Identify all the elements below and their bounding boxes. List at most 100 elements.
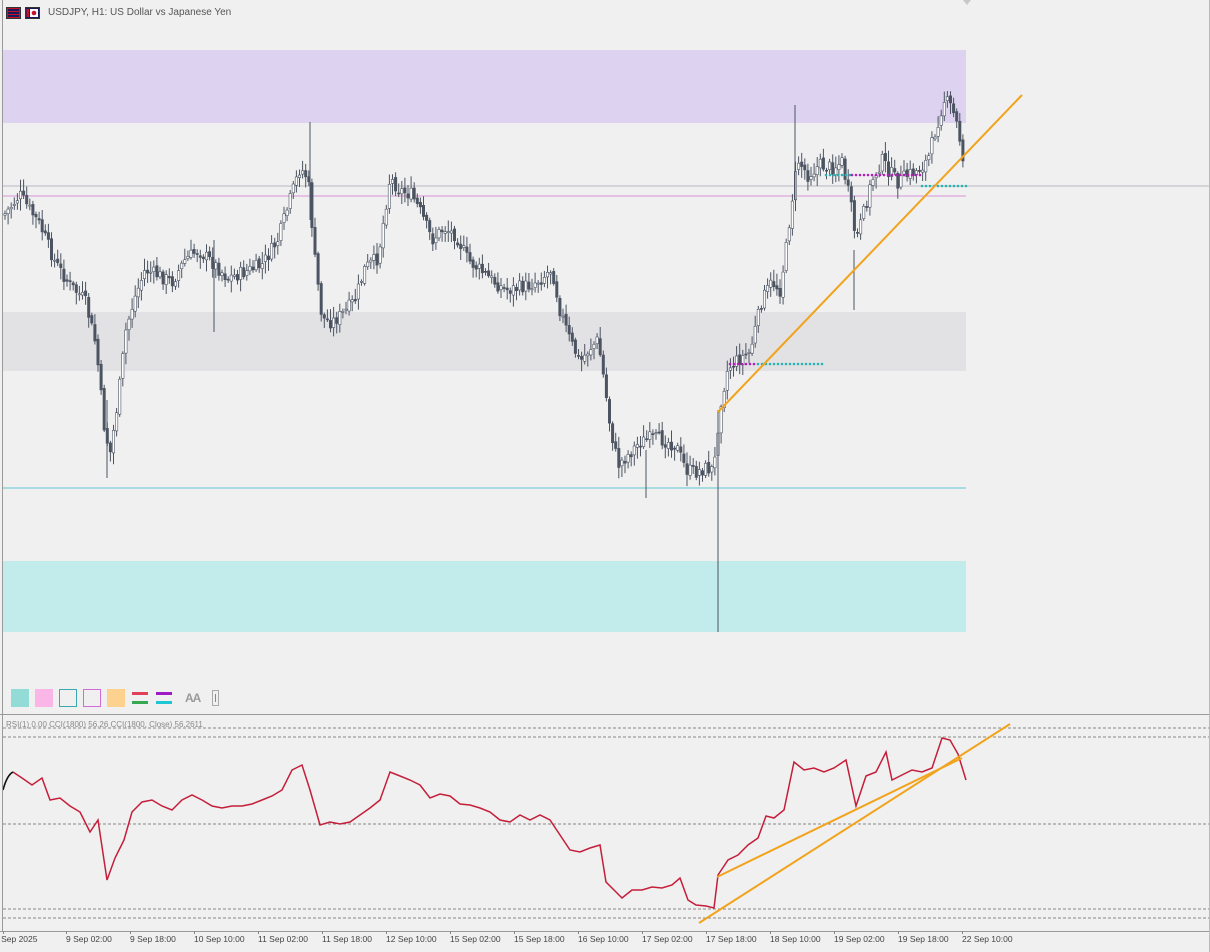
font-size-button[interactable]: AA bbox=[185, 691, 201, 705]
candle-body bbox=[279, 223, 283, 241]
swatch-pink-fill[interactable] bbox=[35, 689, 53, 707]
swatch-teal-fill[interactable] bbox=[11, 689, 29, 707]
candle-body bbox=[9, 207, 13, 210]
candle-body bbox=[700, 470, 704, 476]
candle-body bbox=[260, 263, 264, 269]
line-style-purple-teal-icon[interactable] bbox=[155, 689, 173, 707]
candle-body bbox=[332, 317, 336, 328]
candle-body bbox=[90, 315, 94, 324]
candle-body bbox=[177, 270, 181, 281]
candle-body bbox=[40, 219, 44, 233]
dotted-level-magenta bbox=[910, 173, 914, 177]
candle-body bbox=[576, 355, 580, 357]
candle-body bbox=[871, 179, 875, 186]
candle-body bbox=[713, 456, 717, 469]
rsi-trendline-upper bbox=[716, 757, 963, 878]
candle-body bbox=[580, 356, 584, 360]
dotted-level-magenta bbox=[740, 362, 744, 366]
time-axis-label: 16 Sep 10:00 bbox=[578, 934, 629, 944]
candle-body bbox=[651, 433, 655, 436]
candle-body bbox=[493, 277, 497, 285]
candle-body bbox=[831, 162, 835, 175]
candle-body bbox=[316, 253, 320, 285]
candle-body bbox=[266, 255, 270, 261]
candle-body bbox=[604, 374, 608, 398]
candle-body bbox=[549, 272, 553, 275]
candle-body bbox=[883, 153, 887, 162]
dotted-level-magenta bbox=[850, 173, 854, 177]
chart-menu-icon[interactable] bbox=[6, 6, 21, 19]
candle-body bbox=[511, 285, 515, 296]
candle-body bbox=[955, 111, 959, 122]
candle-body bbox=[297, 174, 301, 178]
time-axis-tick bbox=[194, 931, 195, 934]
candle-body bbox=[378, 246, 382, 264]
candle-body bbox=[778, 287, 782, 297]
candle-body bbox=[812, 173, 816, 178]
candle-body bbox=[821, 157, 825, 170]
candle-body bbox=[642, 436, 646, 447]
candle-body bbox=[93, 324, 97, 342]
candle-body bbox=[217, 262, 221, 276]
candle-body bbox=[87, 296, 91, 318]
candle-body bbox=[198, 255, 202, 258]
candle-body bbox=[756, 308, 760, 326]
candle-body bbox=[248, 266, 252, 272]
candle-body bbox=[25, 195, 29, 205]
candle-body bbox=[772, 281, 776, 287]
candle-body bbox=[744, 353, 748, 356]
time-axis-tick bbox=[322, 931, 323, 934]
candle-body bbox=[521, 280, 525, 293]
candle-body bbox=[688, 464, 692, 476]
candle-body bbox=[865, 206, 869, 208]
dotted-level-magenta bbox=[728, 362, 732, 366]
candle-body bbox=[583, 354, 587, 362]
symbol-flag-icon[interactable] bbox=[25, 6, 40, 19]
candle-body bbox=[341, 311, 345, 313]
candle-body bbox=[99, 363, 103, 391]
candle-body bbox=[753, 325, 757, 344]
candle-body bbox=[344, 308, 348, 311]
candle-body bbox=[155, 265, 159, 278]
candle-body bbox=[750, 343, 754, 354]
candle-body bbox=[459, 243, 463, 250]
dotted-level-teal bbox=[796, 362, 800, 366]
dotted-level-magenta bbox=[914, 173, 918, 177]
candle-body bbox=[896, 173, 900, 189]
candle-body bbox=[43, 230, 47, 234]
candle-body bbox=[930, 137, 934, 155]
pane-separator[interactable] bbox=[0, 714, 1210, 715]
candle-body bbox=[499, 285, 503, 290]
chart-left-border bbox=[2, 0, 3, 931]
candle-body bbox=[784, 242, 788, 271]
candle-body bbox=[598, 338, 602, 356]
candle-body bbox=[158, 271, 162, 278]
candle-body bbox=[611, 423, 615, 444]
swatch-magenta-outline[interactable] bbox=[83, 689, 101, 707]
candle-body bbox=[431, 233, 435, 245]
candle-body bbox=[18, 190, 22, 200]
candle-body bbox=[533, 282, 537, 288]
time-axis-label: 12 Sep 10:00 bbox=[386, 934, 437, 944]
dotted-level-magenta bbox=[744, 362, 748, 366]
dotted-level-teal bbox=[800, 362, 804, 366]
candle-body bbox=[208, 251, 212, 258]
candle-body bbox=[31, 204, 35, 216]
candle-body bbox=[347, 299, 351, 312]
candle-body bbox=[843, 158, 847, 180]
candle-body bbox=[570, 332, 574, 342]
dotted-level-magenta bbox=[890, 173, 894, 177]
swatch-orange-fill[interactable] bbox=[107, 689, 125, 707]
rsi-line bbox=[12, 737, 967, 909]
candle-body bbox=[3, 213, 7, 216]
dotted-level-magenta bbox=[736, 362, 740, 366]
candle-body bbox=[428, 220, 432, 233]
rsi-trendline-lower bbox=[698, 723, 1011, 924]
vertical-ruler-icon[interactable] bbox=[212, 690, 220, 706]
swatch-teal-outline[interactable] bbox=[59, 689, 77, 707]
candle-body bbox=[257, 258, 261, 269]
candle-body bbox=[456, 242, 460, 246]
line-style-red-green-icon[interactable] bbox=[131, 689, 149, 707]
